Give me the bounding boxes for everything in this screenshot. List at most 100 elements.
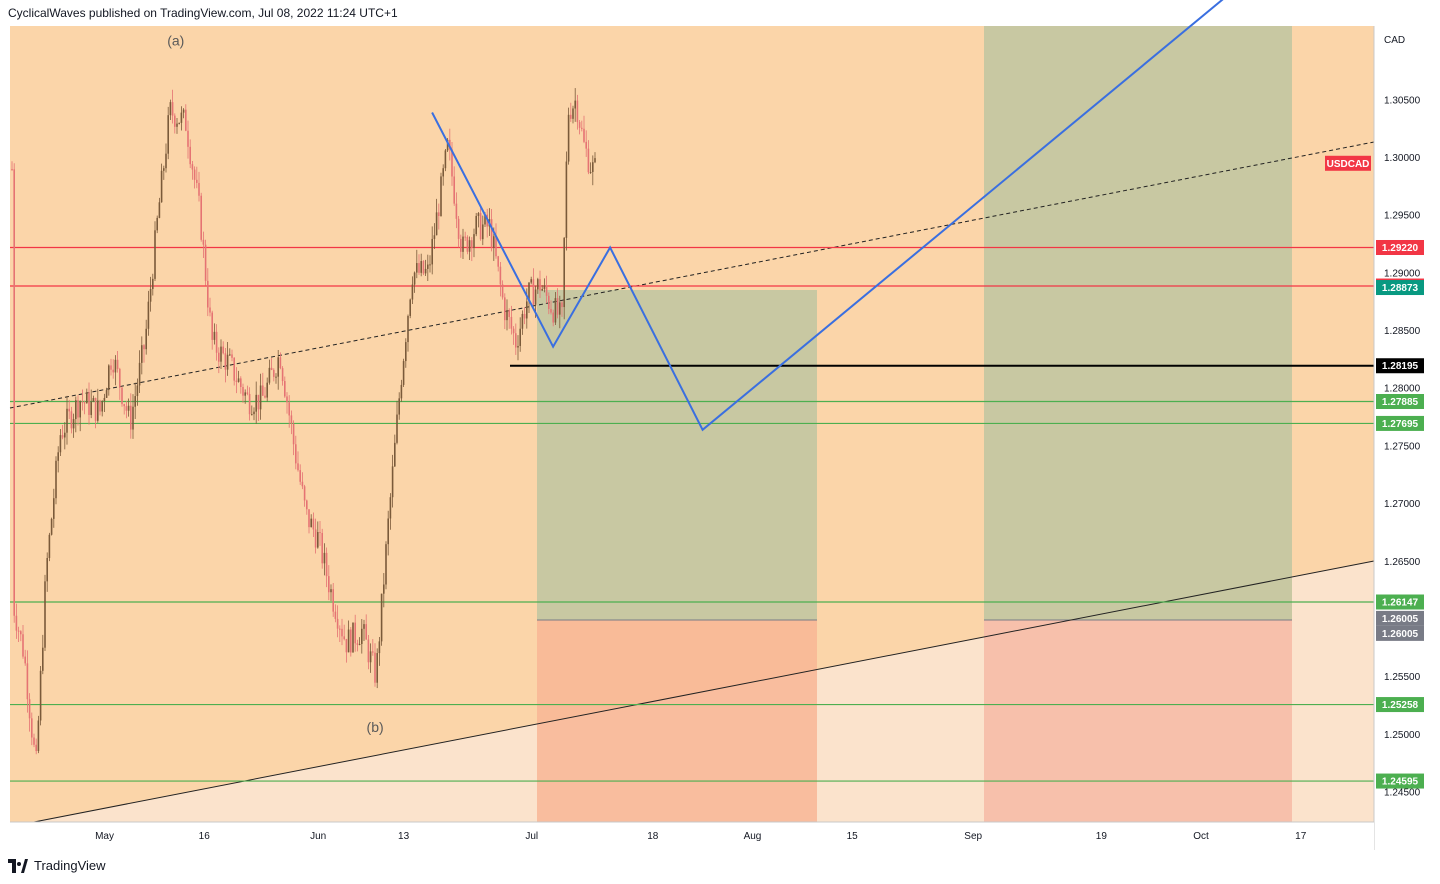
candle-body: [556, 298, 559, 315]
candle-body: [444, 150, 447, 169]
candle-body: [141, 345, 143, 363]
candle-body: [33, 737, 35, 745]
x-tick-label: Sep: [964, 831, 982, 842]
candle-body: [79, 401, 81, 418]
y-tick-label: 1.27500: [1384, 441, 1421, 452]
candle-body: [462, 236, 464, 252]
candle-body: [567, 114, 570, 162]
candle-body: [178, 122, 180, 124]
candle-body: [174, 115, 176, 127]
candle-body: [196, 179, 198, 183]
candle-body: [187, 130, 189, 147]
candle-body: [552, 312, 554, 323]
candle-body: [145, 328, 147, 350]
candle-body: [191, 164, 194, 170]
candle-body: [429, 264, 431, 266]
price-badge-label: 1.28195: [1382, 361, 1419, 372]
candle-body: [332, 589, 334, 612]
candle-body: [523, 313, 526, 319]
x-tick-label: 15: [847, 831, 859, 842]
candle-body: [554, 298, 557, 323]
candle-body: [585, 141, 587, 149]
candle-body: [13, 169, 15, 616]
price-badge: [1376, 280, 1424, 296]
candle-body: [506, 310, 508, 321]
candle-body: [103, 397, 106, 402]
candle-body: [521, 313, 524, 329]
candle-body: [341, 628, 343, 637]
rising-support-trendline[interactable]: [33, 560, 1375, 823]
candle-body: [182, 109, 185, 113]
candle-body: [222, 346, 224, 354]
candle-body: [259, 385, 262, 410]
candle-body: [147, 301, 150, 329]
candle-body: [97, 400, 99, 421]
candle-body: [231, 354, 233, 358]
x-tick-label: Jul: [525, 831, 538, 842]
candle-body: [237, 378, 240, 382]
candle-body: [152, 278, 154, 290]
candle-body: [112, 369, 114, 373]
candle-body: [77, 400, 79, 418]
wave-label: (b): [367, 719, 384, 735]
candle-body: [75, 400, 77, 420]
candle-body: [11, 169, 13, 171]
candle-body: [121, 387, 123, 405]
candle-body: [442, 168, 444, 177]
candle-body: [94, 397, 97, 421]
candle-body: [297, 463, 299, 471]
candle-body: [548, 295, 550, 309]
candle-body: [352, 622, 354, 653]
price-badge: [1376, 239, 1424, 255]
candle-body: [490, 219, 493, 248]
candle-body: [446, 139, 449, 151]
price-badge-label: 1.27885: [1382, 397, 1419, 408]
candle-body: [471, 240, 473, 248]
position-zone-1-stop: [537, 620, 817, 822]
y-tick-label: 1.25500: [1384, 672, 1421, 683]
candle-body: [167, 115, 169, 154]
candle-body: [334, 611, 337, 619]
candle-body: [198, 182, 200, 196]
candle-body: [583, 128, 585, 142]
price-badge-label: 1.28873: [1382, 283, 1419, 294]
candle-body: [543, 285, 546, 289]
projection-path[interactable]: [431, 0, 1237, 432]
candle-body: [422, 261, 425, 274]
candle-body: [317, 532, 319, 548]
candle-body: [235, 380, 238, 382]
price-badge-label: 1.25258: [1382, 700, 1419, 711]
candle-body: [363, 624, 365, 629]
candle-body: [468, 240, 471, 252]
candle-body: [143, 345, 145, 350]
candle-body: [510, 316, 513, 329]
candle-body: [374, 652, 376, 683]
candle-body: [550, 308, 552, 313]
candle-body: [457, 218, 460, 239]
candle-body: [418, 263, 420, 273]
candle-body: [455, 203, 458, 219]
candle-body: [46, 557, 48, 582]
price-badge-label: 1.26005: [1382, 614, 1419, 625]
candle-body: [473, 234, 475, 248]
dashed-trendline[interactable]: [9, 141, 1375, 409]
candle-body: [116, 359, 119, 369]
candle-body: [114, 359, 117, 373]
candle-body: [105, 390, 108, 398]
candle-body: [136, 385, 139, 397]
candle-body: [398, 398, 400, 415]
candle-body: [312, 518, 315, 530]
candle-body: [72, 419, 75, 429]
y-tick-label: 1.30000: [1384, 153, 1421, 164]
tradingview-logo-icon[interactable]: [8, 858, 28, 873]
price-axis-background: [1374, 26, 1440, 850]
candles-group: [11, 88, 596, 755]
candle-body: [512, 328, 515, 334]
candle-body: [180, 112, 183, 123]
candle-body: [451, 149, 453, 177]
candle-body: [411, 284, 414, 300]
price-badge: [1376, 394, 1424, 410]
candle-body: [273, 369, 275, 377]
candle-body: [420, 261, 422, 273]
